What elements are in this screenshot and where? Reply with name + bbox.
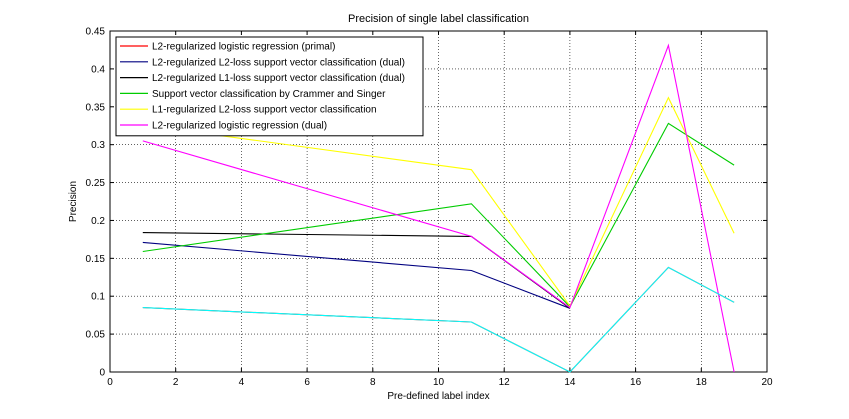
y-tick-label: 0.3 [91,140,105,151]
series-lines [142,43,735,373]
x-tick-label: 18 [696,377,708,388]
y-tick-label: 0 [99,368,105,379]
series-line-2 [142,241,571,309]
axis-ticks: 0 2 4 6 8 10 12 14 16 18 20 0 0.05 0.1 0.15 0.2 0.25 0.3 0… [86,27,773,389]
x-tick-label: 4 [239,377,245,388]
x-tick-label: 14 [564,377,576,388]
y-axis-label: Precision [68,181,79,222]
legend-entry: L2-regularized L1-loss support vector cl… [152,73,405,84]
x-axis-label: Pre-defined label index [387,391,489,402]
x-tick-label: 16 [630,377,642,388]
legend-entry: L2-regularized logistic regression (dual… [152,121,327,132]
y-tick-label: 0.1 [91,292,105,303]
x-tick-label: 0 [107,377,113,388]
x-tick-label: 8 [370,377,376,388]
x-tick-label: 2 [173,377,179,388]
chart-title: Precision of single label classification [348,13,529,25]
series-line-6 [142,43,735,373]
y-tick-label: 0.45 [86,27,106,38]
y-tick-label: 0.05 [86,330,106,341]
y-tick-label: 0.35 [86,102,106,113]
y-tick-label: 0.2 [91,216,105,227]
y-tick-label: 0.25 [86,178,106,189]
legend-entry: L1-regularized L2-loss support vector cl… [152,105,377,116]
y-tick-label: 0.15 [86,254,106,265]
legend-entry: L2-regularized logistic regression (prim… [152,42,335,53]
legend-entry: Support vector classification by Crammer… [152,89,386,100]
x-tick-label: 10 [433,377,445,388]
x-tick-label: 12 [499,377,511,388]
series-line-7 [142,266,735,373]
legend: L2-regularized logistic regression (prim… [115,36,424,137]
legend-box [115,36,424,137]
x-tick-label: 6 [304,377,310,388]
x-tick-label: 20 [761,377,773,388]
y-tick-label: 0.4 [91,64,105,75]
legend-entry: L2-regularized L2-loss support vector cl… [152,57,405,68]
